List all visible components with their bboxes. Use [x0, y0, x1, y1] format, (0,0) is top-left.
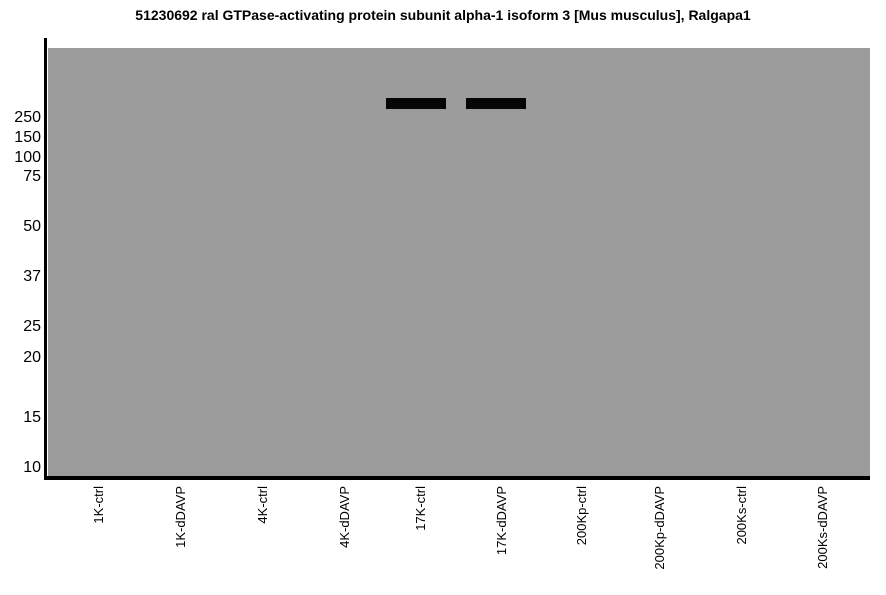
mw-marker-75: 75 [23, 168, 41, 185]
lane-label-200Ks-dDAVP: 200Ks-dDAVP [815, 486, 830, 569]
mw-marker-250: 250 [14, 109, 41, 126]
lane-label-wrap-1K-ctrl: 1K-ctrl [91, 484, 106, 524]
mw-marker-15: 15 [23, 409, 41, 426]
lane-label-wrap-4K-dDAVP: 4K-dDAVP [337, 484, 352, 548]
gel-area [48, 48, 870, 476]
mw-marker-150: 150 [14, 129, 41, 146]
lane-label-wrap-200Ks-dDAVP: 200Ks-dDAVP [815, 484, 830, 569]
lane-label-200Kp-ctrl: 200Kp-ctrl [574, 486, 589, 546]
figure-title: 51230692 ral GTPase-activating protein s… [135, 7, 751, 23]
lane-label-200Ks-ctrl: 200Ks-ctrl [734, 486, 749, 545]
mw-marker-100: 100 [14, 149, 41, 166]
mw-marker-10: 10 [23, 459, 41, 476]
lane-label-17K-dDAVP: 17K-dDAVP [494, 486, 509, 556]
protein-band-17K-dDAVP [466, 98, 526, 109]
lane-label-4K-dDAVP: 4K-dDAVP [337, 486, 352, 548]
y-axis-line [44, 38, 47, 480]
lane-label-wrap-200Kp-dDAVP: 200Kp-dDAVP [652, 484, 667, 570]
lane-label-1K-dDAVP: 1K-dDAVP [173, 486, 188, 548]
lane-label-wrap-4K-ctrl: 4K-ctrl [255, 484, 270, 524]
lane-label-wrap-17K-ctrl: 17K-ctrl [413, 484, 428, 531]
lane-label-wrap-1K-dDAVP: 1K-dDAVP [173, 484, 188, 548]
lane-label-200Kp-dDAVP: 200Kp-dDAVP [652, 486, 667, 570]
lane-label-4K-ctrl: 4K-ctrl [255, 486, 270, 524]
lane-label-wrap-200Kp-ctrl: 200Kp-ctrl [574, 484, 589, 545]
lane-label-17K-ctrl: 17K-ctrl [413, 486, 428, 531]
lane-label-1K-ctrl: 1K-ctrl [91, 486, 106, 524]
mw-marker-25: 25 [23, 318, 41, 335]
lane-label-wrap-200Ks-ctrl: 200Ks-ctrl [734, 484, 749, 545]
mw-marker-50: 50 [23, 218, 41, 235]
mw-marker-37: 37 [23, 268, 41, 285]
x-axis-line [44, 476, 870, 480]
protein-band-17K-ctrl [386, 98, 446, 109]
mw-marker-20: 20 [23, 349, 41, 366]
lane-label-wrap-17K-dDAVP: 17K-dDAVP [494, 484, 509, 555]
